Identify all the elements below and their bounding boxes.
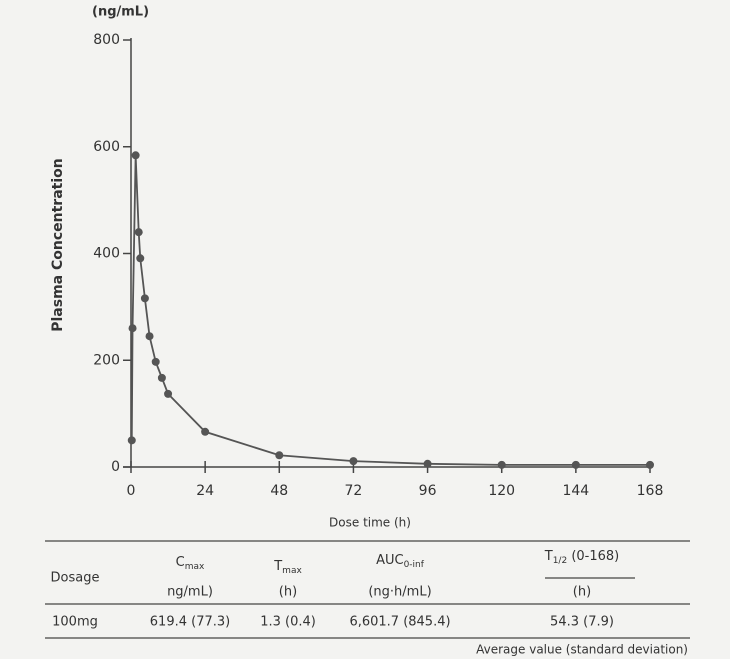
header-unit: (h)	[279, 585, 297, 600]
x-tick-label: 144	[562, 483, 589, 499]
x-tick-label: 72	[345, 483, 363, 499]
table-cell: 619.4 (77.3)	[150, 615, 230, 630]
y-tick-label: 200	[93, 352, 120, 368]
data-point	[145, 332, 154, 341]
y-unit: (ng/mL)	[92, 5, 149, 20]
data-point	[127, 436, 136, 445]
header-sub: 1/2	[553, 556, 567, 566]
data-point	[349, 457, 358, 466]
header-sub: max	[282, 566, 302, 576]
table-header: Tmax	[273, 559, 302, 576]
table-cell: 100mg	[52, 615, 98, 630]
header-main: T	[544, 549, 553, 564]
data-point	[275, 451, 284, 460]
table-header: Dosage	[51, 571, 100, 586]
data-point	[140, 294, 149, 303]
data-point	[571, 460, 580, 469]
data-point	[151, 357, 160, 366]
header-unit: (ng·h/mL)	[368, 585, 431, 600]
x-tick-label: 0	[127, 483, 136, 499]
table-cell: 54.3 (7.9)	[550, 615, 614, 630]
x-axis-label: Dose time (h)	[329, 516, 411, 530]
data-point	[131, 151, 140, 160]
x-tick-label: 48	[270, 483, 288, 499]
data-point	[164, 389, 173, 398]
header-main: C	[176, 555, 185, 570]
y-tick-label: 400	[93, 246, 120, 262]
y-tick-label: 800	[93, 32, 120, 48]
header-unit: (h)	[573, 585, 591, 600]
header-sub: 0-inf	[404, 560, 425, 570]
x-tick-label: 96	[419, 483, 437, 499]
x-tick-label: 24	[196, 483, 214, 499]
y-axis-label: Plasma Concentration	[50, 158, 66, 332]
header-main: T	[273, 559, 282, 574]
data-point	[157, 373, 166, 382]
table-header: AUC0-inf	[376, 553, 425, 570]
table-header: T1/2 (0-168)	[544, 549, 620, 566]
y-tick-label: 600	[93, 139, 120, 155]
table-note: Average value (standard deviation)	[476, 643, 688, 657]
y-tick-label: 0	[111, 459, 120, 475]
data-point	[497, 460, 506, 469]
data-point	[201, 427, 210, 436]
data-point	[134, 228, 143, 237]
data-point	[136, 254, 145, 263]
header-unit: ng/mL)	[167, 585, 213, 600]
header-main: AUC	[376, 553, 404, 568]
data-point	[423, 459, 432, 468]
data-point	[128, 324, 137, 333]
x-tick-label: 120	[488, 483, 515, 499]
data-point	[646, 460, 654, 469]
header-sub: max	[185, 562, 205, 572]
x-tick-label: 168	[637, 483, 664, 499]
header-extra: (0-168)	[567, 549, 619, 564]
table-header: Cmax	[176, 555, 205, 572]
table-cell: 1.3 (0.4)	[260, 615, 316, 630]
curve	[130, 155, 650, 466]
table-cell: 6,601.7 (845.4)	[349, 615, 450, 630]
